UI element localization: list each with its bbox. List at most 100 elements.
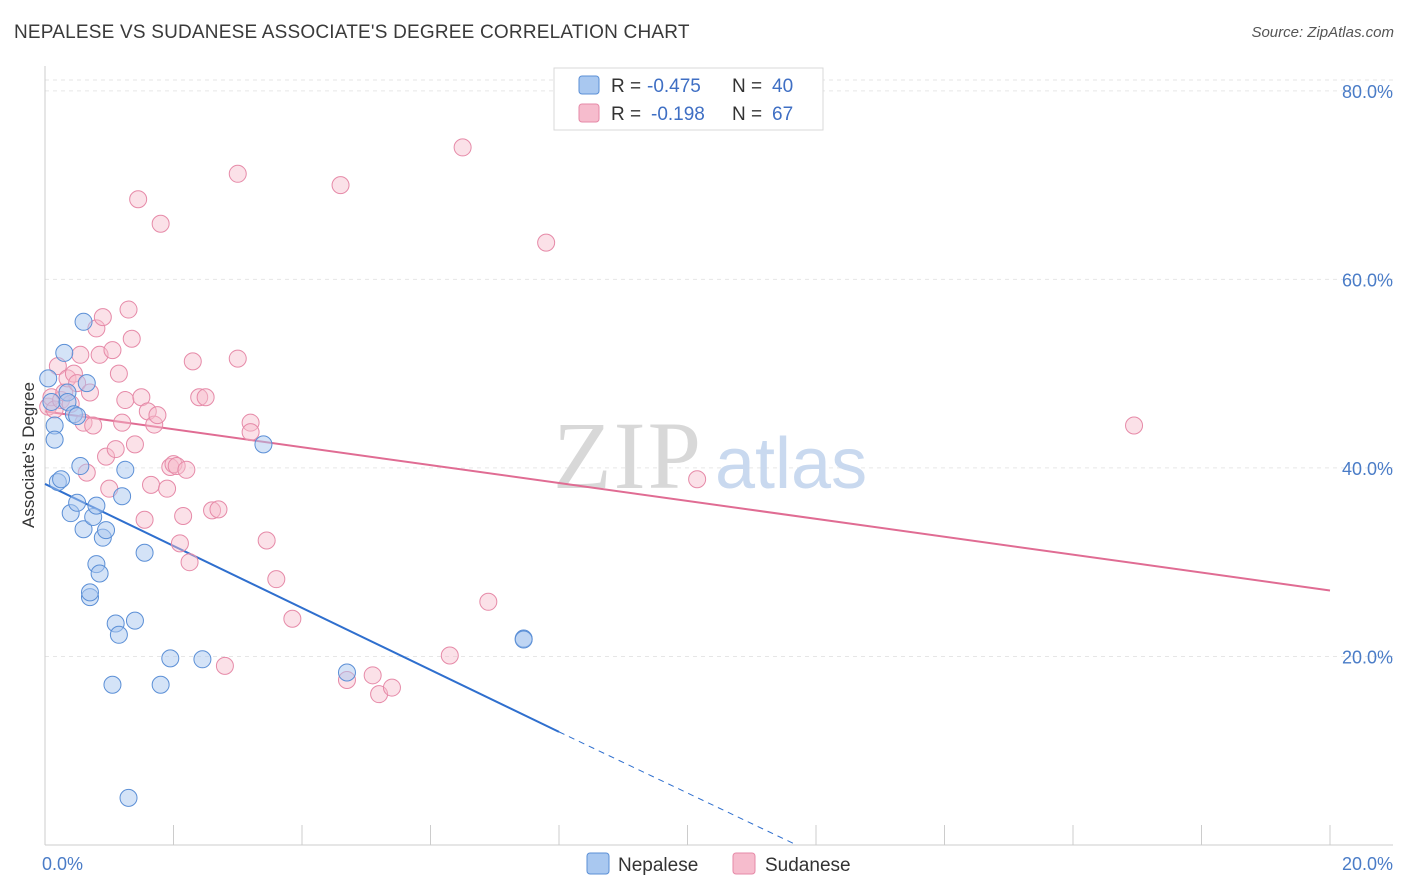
- data-point-nepalese: [337, 663, 356, 682]
- source-label: Source: ZipAtlas.com: [1251, 24, 1394, 41]
- data-point-sudanese: [241, 413, 260, 432]
- data-point-sudanese: [122, 329, 141, 348]
- data-point-sudanese: [106, 440, 125, 459]
- data-point-nepalese: [39, 369, 58, 388]
- data-point-sudanese: [241, 423, 260, 442]
- data-point-sudanese: [148, 406, 167, 425]
- data-point-nepalese: [74, 520, 93, 539]
- legend-n-value-sudanese: 67: [772, 104, 793, 125]
- data-point-nepalese: [52, 470, 71, 489]
- legend-row-nepalese: R = -0.475 N = 40: [578, 75, 793, 97]
- data-point-nepalese: [125, 611, 144, 630]
- data-point-sudanese: [363, 666, 382, 685]
- data-point-nepalese: [71, 457, 90, 476]
- data-point-nepalese: [45, 430, 64, 449]
- series-legend-nepalese[interactable]: Nepalese: [586, 852, 698, 876]
- data-point-nepalese: [87, 496, 106, 515]
- data-point-sudanese: [257, 531, 276, 550]
- watermark: ZIP atlas: [553, 402, 867, 509]
- data-point-nepalese: [254, 435, 273, 454]
- data-point-nepalese: [161, 649, 180, 668]
- correlation-legend: R = -0.475 N = 40 R = -0.198 N = 67: [553, 67, 824, 131]
- data-point-nepalese: [193, 650, 212, 669]
- gridlines: [45, 79, 1393, 657]
- data-point-sudanese: [174, 507, 193, 526]
- data-point-sudanese: [84, 416, 103, 435]
- legend-n-value-nepalese: 40: [772, 76, 793, 97]
- x-tick-label: 20.0%: [1342, 854, 1393, 874]
- series-legend-sudanese[interactable]: Sudanese: [732, 852, 851, 876]
- legend-row-sudanese: R = -0.198 N = 67: [578, 103, 793, 125]
- data-point-sudanese: [103, 341, 122, 360]
- data-point-sudanese: [688, 470, 707, 489]
- data-point-nepalese: [103, 675, 122, 694]
- legend-n-label-nepalese: N =: [732, 76, 762, 97]
- data-point-nepalese: [42, 392, 61, 411]
- data-point-sudanese: [537, 233, 556, 252]
- legend-swatch-nepalese: [578, 75, 600, 95]
- data-point-sudanese: [215, 656, 234, 675]
- data-point-sudanese: [125, 435, 144, 454]
- legend-r-value-nepalese: -0.475: [647, 76, 701, 97]
- data-point-sudanese: [382, 678, 401, 697]
- data-point-nepalese: [80, 583, 99, 602]
- data-point-sudanese: [135, 510, 154, 529]
- data-point-sudanese: [177, 460, 196, 479]
- data-point-sudanese: [97, 447, 116, 466]
- data-point-sudanese: [129, 190, 148, 209]
- y-tick-label: 60.0%: [1342, 270, 1393, 290]
- data-point-sudanese: [145, 415, 164, 434]
- tick-labels: 20.0% 40.0% 60.0% 80.0% 0.0% 20.0%: [42, 82, 1393, 874]
- watermark-atlas: atlas: [715, 424, 867, 504]
- x-tick-label: 0.0%: [42, 854, 83, 874]
- data-point-sudanese: [170, 534, 189, 553]
- data-point-nepalese: [68, 407, 87, 426]
- data-point-sudanese: [267, 570, 286, 589]
- data-point-nepalese: [97, 521, 116, 540]
- data-point-nepalese: [90, 564, 109, 583]
- data-point-sudanese: [479, 592, 498, 611]
- series-legend: Nepalese Sudanese: [586, 852, 851, 876]
- legend-r-label-sudanese: R =: [611, 104, 641, 125]
- data-point-nepalese: [74, 312, 93, 331]
- data-point-sudanese: [180, 553, 199, 572]
- data-point-nepalese: [514, 630, 533, 649]
- data-point-nepalese: [77, 374, 96, 393]
- legend-n-label-sudanese: N =: [732, 104, 762, 125]
- data-point-sudanese: [283, 609, 302, 628]
- data-point-sudanese: [228, 164, 247, 183]
- data-point-sudanese: [113, 413, 132, 432]
- data-point-sudanese: [116, 391, 135, 410]
- data-point-sudanese: [209, 500, 228, 519]
- y-tick-label: 80.0%: [1342, 82, 1393, 102]
- trendline-nepalese: [44, 483, 560, 733]
- data-point-sudanese: [1125, 416, 1144, 435]
- data-point-sudanese: [331, 176, 350, 195]
- chart-title: NEPALESE VS SUDANESE ASSOCIATE'S DEGREE …: [14, 22, 690, 43]
- data-point-nepalese: [109, 625, 128, 644]
- data-point-sudanese: [196, 388, 215, 407]
- data-point-nepalese: [68, 493, 87, 512]
- series-legend-swatch-nepalese: [586, 852, 610, 875]
- data-point-sudanese: [142, 475, 161, 494]
- legend-swatch-sudanese: [578, 103, 600, 123]
- data-point-sudanese: [93, 308, 112, 327]
- data-point-nepalese: [116, 460, 135, 479]
- data-point-sudanese: [71, 345, 90, 364]
- series-legend-label-nepalese: Nepalese: [618, 855, 698, 876]
- data-points: [39, 138, 1144, 807]
- series-legend-label-sudanese: Sudanese: [765, 855, 851, 876]
- data-point-sudanese: [64, 364, 83, 383]
- data-point-sudanese: [228, 349, 247, 368]
- data-point-sudanese: [440, 646, 459, 665]
- watermark-zip: ZIP: [553, 402, 703, 509]
- data-point-sudanese: [151, 214, 170, 233]
- data-point-nepalese: [135, 543, 154, 562]
- data-point-sudanese: [109, 364, 128, 383]
- axes: [44, 66, 1393, 846]
- data-point-sudanese: [190, 388, 209, 407]
- data-point-nepalese: [119, 788, 138, 807]
- trendline-nepalese-extension: [558, 731, 797, 846]
- y-axis-title: Associate's Degree: [19, 382, 38, 528]
